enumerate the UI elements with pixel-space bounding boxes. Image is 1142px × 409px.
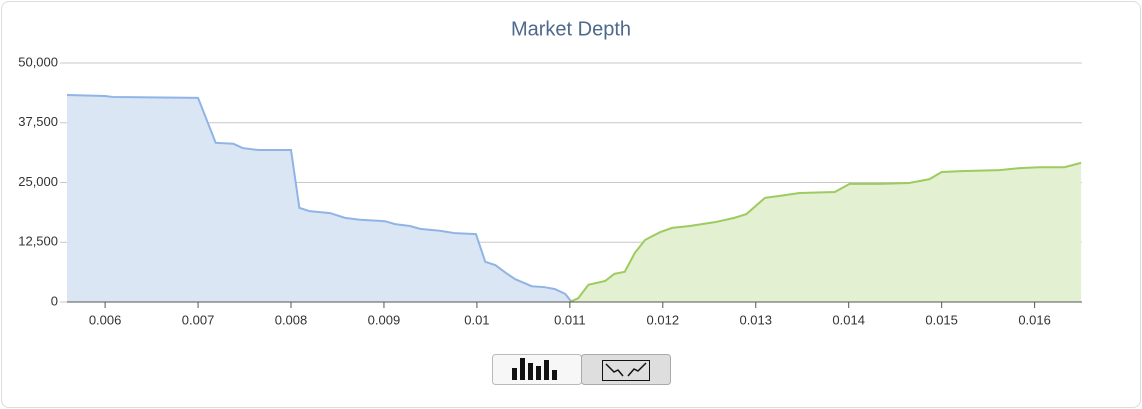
y-tick-label: 12,500 <box>18 234 58 249</box>
x-tick-label: 0.016 <box>1018 312 1051 327</box>
bar-view-button[interactable] <box>492 354 582 385</box>
x-tick-label: 0.013 <box>739 312 772 327</box>
x-tick-label: 0.012 <box>647 312 680 327</box>
x-tick-label: 0.014 <box>832 312 865 327</box>
y-tick-label: 0 <box>51 293 58 308</box>
area-fill <box>67 95 572 302</box>
x-tick-label: 0.015 <box>925 312 958 327</box>
area-line <box>66 94 573 303</box>
area-fill <box>569 162 1082 302</box>
x-tick-label: 0.007 <box>182 312 215 327</box>
y-tick-label: 25,000 <box>18 174 58 189</box>
area-line <box>569 161 1082 303</box>
x-tick-label: 0.011 <box>554 312 586 327</box>
y-tick-label: 50,000 <box>18 54 58 69</box>
depth-view-button[interactable] <box>581 354 671 385</box>
x-tick-label: 0.01 <box>464 312 489 327</box>
chart-title: Market Depth <box>511 18 631 40</box>
x-tick-label: 0.008 <box>275 312 308 327</box>
x-tick-label: 0.009 <box>368 312 401 327</box>
y-tick-label: 37,500 <box>18 114 58 129</box>
x-tick-label: 0.006 <box>89 312 122 327</box>
